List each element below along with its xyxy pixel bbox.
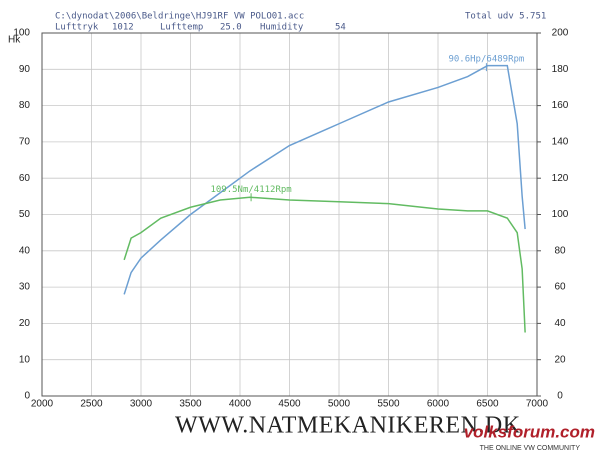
y2-tick-label: 60 <box>554 282 566 293</box>
y2-tick-label: 20 <box>554 354 566 365</box>
y2-tick-label: 140 <box>552 137 569 148</box>
y-tick-label: 60 <box>19 173 31 184</box>
y2-tick-label: 120 <box>552 173 569 184</box>
peak-label: 109.5Nm/4112Rpm <box>210 185 291 195</box>
y2-tick-label: 0 <box>557 391 563 402</box>
y-tick-label: 30 <box>19 282 31 293</box>
y-tick-label: 20 <box>19 318 31 329</box>
y-tick-label: 90 <box>19 64 31 75</box>
y-tick-label: 40 <box>19 245 31 256</box>
y2-tick-label: 40 <box>554 318 566 329</box>
y-tick-label: 80 <box>19 100 31 111</box>
y2-tick-label: 80 <box>554 245 566 256</box>
y-tick-label: 0 <box>24 391 30 402</box>
info-value: 1012 <box>112 23 134 33</box>
brand-tagline: THE ONLINE VW COMMUNITY <box>480 445 581 452</box>
y2-tick-label: 160 <box>552 100 569 111</box>
brand: volksforum.com <box>464 422 595 441</box>
plot-frame <box>41 32 538 397</box>
info-label: Lufttryk <box>55 23 99 33</box>
x-tick-label: 6000 <box>427 399 450 410</box>
y2-tick-label: 180 <box>552 64 569 75</box>
x-tick-label: 5000 <box>328 399 351 410</box>
file-name: C:\dynodat\2006\Beldringe\HJ91RF VW POLO… <box>55 12 304 22</box>
peak-label: 90.6Hp/6489Rpm <box>448 55 524 65</box>
info-label: Humidity <box>260 23 304 33</box>
y2-tick-label: 200 <box>552 28 569 39</box>
x-tick-label: 4500 <box>278 399 301 410</box>
x-tick-label: 3500 <box>179 399 202 410</box>
info-label: Lufttemp <box>160 23 203 33</box>
info-value: 54 <box>335 23 346 33</box>
info-value: 25.0 <box>220 23 242 33</box>
y2-tick-label: 100 <box>552 209 569 220</box>
x-tick-label: 6500 <box>476 399 499 410</box>
x-tick-label: 2500 <box>80 399 103 410</box>
x-tick-label: 5500 <box>377 399 400 410</box>
y-tick-label: 70 <box>19 137 31 148</box>
y-tick-label: 10 <box>19 354 31 365</box>
y-tick-label: 100 <box>13 28 30 39</box>
x-tick-label: 7000 <box>526 399 549 410</box>
line-series <box>123 64 526 295</box>
y-tick-label: 50 <box>19 209 31 220</box>
x-tick-label: 4000 <box>229 399 252 410</box>
line-series <box>123 196 526 333</box>
footer: WWW.NATMEKANIKEREN.DK <box>175 413 521 439</box>
y-axis-label: Hk <box>8 35 21 46</box>
x-tick-label: 3000 <box>130 399 153 410</box>
total: Total udv 5.751 <box>465 12 546 22</box>
x-tick-label: 2000 <box>31 399 54 410</box>
